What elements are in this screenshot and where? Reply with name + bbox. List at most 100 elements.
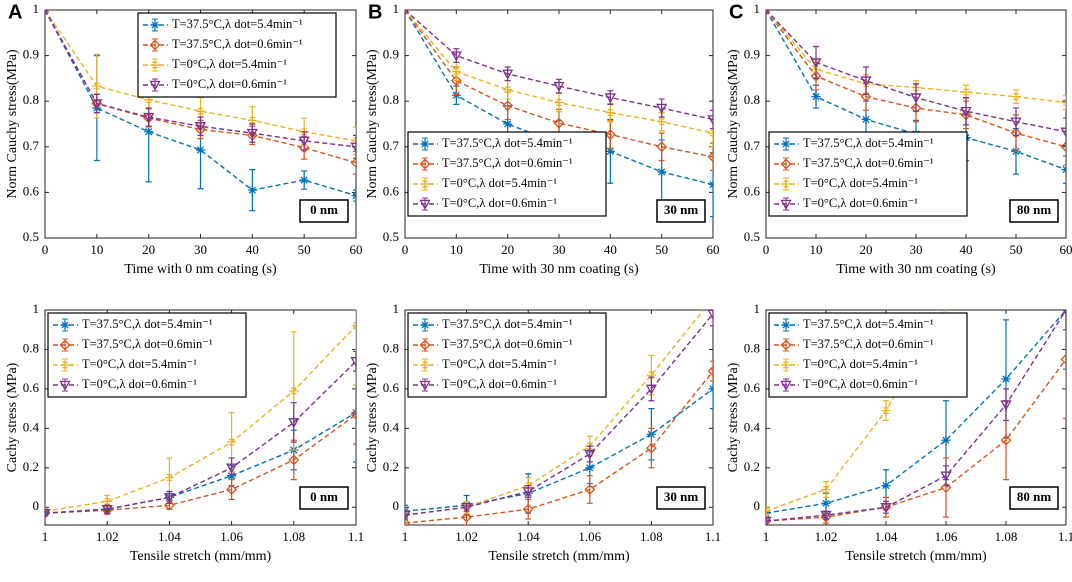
annotation: 0 nm [310, 489, 338, 504]
y-tick-label: 0.5 [744, 229, 760, 244]
series-line [766, 310, 1066, 522]
marker [405, 517, 411, 525]
marker [880, 502, 892, 514]
y-tick-label: 0.6 [744, 183, 761, 198]
x-tick-label: 1 [42, 529, 49, 544]
legend: T=37.5°C,λ dot=5.4min⁻¹ T=37.5°C,λ dot=0.… [407, 131, 607, 217]
marker [225, 463, 238, 474]
x-tick-label: 1.08 [282, 529, 305, 544]
marker [1001, 374, 1011, 384]
x-tick-label: 1 [763, 529, 770, 544]
annotation-box [1009, 486, 1059, 510]
y-tick-label: 0.8 [383, 92, 399, 107]
x-axis-label: Time with 30 nm coating (s) [836, 262, 996, 277]
legend-marker [149, 39, 161, 51]
x-tick-label: 40 [604, 242, 617, 257]
marker [910, 93, 922, 104]
legend-marker [781, 139, 791, 149]
x-tick-label: 60 [707, 242, 720, 257]
error-bar [710, 109, 713, 130]
error-bar [1063, 155, 1066, 184]
marker [881, 481, 891, 491]
panel: 0 10 20 30 40 50 60 0.5 0.6 0.7 0.8 0.9 1 Time with 3… [726, 1, 1072, 277]
x-tick-label: 30 [194, 242, 207, 257]
x-tick-label: 1.06 [578, 529, 601, 544]
error-bar [710, 310, 713, 319]
marker [553, 81, 565, 92]
marker [656, 103, 668, 114]
marker [646, 370, 656, 380]
panel-label: A [8, 1, 22, 23]
marker [502, 69, 514, 80]
y-tick-label: 0.5 [23, 229, 39, 244]
marker [298, 136, 310, 147]
y-tick-label: 0.6 [23, 183, 40, 198]
legend-label: T=37.5°C,λ dot=5.4min⁻¹ [172, 17, 303, 31]
legend-label: T=37.5°C,λ dot=0.6min⁻¹ [172, 37, 303, 51]
legend-label: T=37.5°C,λ dot=0.6min⁻¹ [803, 337, 934, 351]
marker [461, 511, 473, 523]
error-bar [228, 457, 235, 479]
error-bar [93, 93, 100, 114]
legend-label: T=37.5°C,λ dot=0.6min⁻¹ [803, 156, 934, 170]
marker [405, 10, 409, 16]
legend-marker [150, 60, 160, 70]
legend: T=37.5°C,λ dot=5.4min⁻¹ T=37.5°C,λ dot=0.… [768, 131, 968, 217]
marker [196, 145, 205, 155]
y-tick-label: 0.4 [23, 419, 40, 434]
y-tick-label: 0.7 [23, 138, 40, 153]
annotation: 80 nm [1017, 489, 1051, 504]
legend-label: T=0°C,λ dot=0.6min⁻¹ [803, 196, 918, 210]
legend-box [768, 131, 968, 217]
legend-label: T=37.5°C,λ dot=5.4min⁻¹ [82, 317, 213, 331]
marker [246, 128, 258, 139]
legend-marker [420, 320, 430, 330]
legend-marker [149, 80, 161, 91]
error-bar [1063, 310, 1066, 370]
x-tick-label: 1.02 [815, 529, 838, 544]
legend-marker [420, 139, 430, 149]
panel: 1 1.02 1.04 1.06 1.08 1.1 0 0.2 0.4 0.6 0.8 1 Tensil… [365, 301, 721, 564]
marker [1061, 165, 1066, 175]
marker [247, 185, 257, 195]
marker [645, 442, 657, 454]
x-tick-label: 1 [402, 529, 409, 544]
marker [1011, 92, 1021, 102]
marker [1010, 127, 1022, 139]
marker [554, 98, 564, 108]
annotation-box [299, 199, 349, 223]
marker [503, 119, 513, 129]
annotation: 30 nm [664, 489, 698, 504]
marker [1000, 400, 1012, 411]
panel: 1 1.02 1.04 1.06 1.08 1.1 0 0.2 0.4 0.6 0.8 1 Tensil… [726, 301, 1072, 564]
legend-box [407, 131, 607, 217]
marker [143, 112, 155, 123]
marker [584, 449, 596, 460]
error-bar [1013, 107, 1019, 136]
series-line [405, 370, 713, 524]
panel: 1 1.02 1.04 1.06 1.08 1.1 0 0.2 0.4 0.6 0.8 1 Tensil… [5, 301, 364, 564]
error-bar [913, 83, 919, 112]
marker [350, 142, 356, 153]
marker [910, 102, 922, 114]
y-tick-label: 0.7 [744, 138, 761, 153]
x-axis-label: Tensile stretch (mm/mm) [488, 549, 630, 564]
x-tick-label: 1.08 [640, 529, 663, 544]
x-tick-label: 1.1 [348, 529, 364, 544]
legend-label: T=0°C,λ dot=5.4min⁻¹ [803, 357, 918, 371]
legend-marker [780, 339, 792, 351]
marker [92, 81, 102, 91]
legend-label: T=37.5°C,λ dot=5.4min⁻¹ [442, 136, 573, 150]
series-line [45, 325, 356, 512]
marker [451, 90, 461, 100]
marker [450, 51, 462, 62]
y-tick-label: 0.6 [744, 380, 761, 395]
x-tick-label: 1.06 [220, 529, 243, 544]
series-line [405, 388, 713, 512]
marker [45, 508, 51, 520]
error-bar [710, 310, 713, 327]
legend-marker [781, 179, 791, 189]
legend-label: T=0°C,λ dot=5.4min⁻¹ [442, 176, 557, 190]
legend: T=37.5°C,λ dot=5.4min⁻¹ T=37.5°C,λ dot=0.… [137, 12, 337, 98]
